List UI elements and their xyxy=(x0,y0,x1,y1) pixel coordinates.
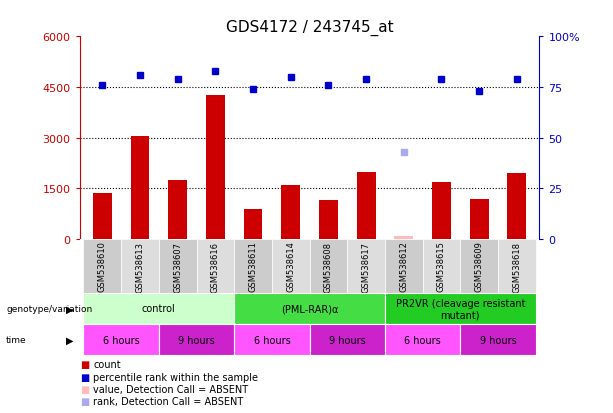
Bar xyxy=(385,293,536,324)
Text: GSM538616: GSM538616 xyxy=(211,241,220,292)
Bar xyxy=(422,240,460,293)
Text: ■: ■ xyxy=(80,359,89,369)
Text: GSM538618: GSM538618 xyxy=(512,241,521,292)
Text: 9 hours: 9 hours xyxy=(178,335,215,345)
Text: 6 hours: 6 hours xyxy=(404,335,441,345)
Bar xyxy=(234,240,272,293)
Text: 6 hours: 6 hours xyxy=(254,335,291,345)
Text: ■: ■ xyxy=(80,384,89,394)
Bar xyxy=(131,137,150,240)
Text: ■: ■ xyxy=(80,396,89,406)
Bar xyxy=(460,240,498,293)
Text: 6 hours: 6 hours xyxy=(103,335,140,345)
Text: ▶: ▶ xyxy=(66,335,74,345)
Bar xyxy=(197,240,234,293)
Bar xyxy=(234,324,310,355)
Bar xyxy=(310,240,347,293)
Text: genotype/variation: genotype/variation xyxy=(6,304,93,313)
Text: GSM538617: GSM538617 xyxy=(362,241,371,292)
Bar xyxy=(83,293,234,324)
Bar xyxy=(319,201,338,240)
Text: GSM538611: GSM538611 xyxy=(248,241,257,292)
Text: 9 hours: 9 hours xyxy=(329,335,365,345)
Text: GSM538613: GSM538613 xyxy=(135,241,145,292)
Bar xyxy=(281,185,300,240)
Text: rank, Detection Call = ABSENT: rank, Detection Call = ABSENT xyxy=(93,396,243,406)
Bar xyxy=(470,199,489,240)
Bar xyxy=(347,240,385,293)
Text: time: time xyxy=(6,335,27,344)
Title: GDS4172 / 243745_at: GDS4172 / 243745_at xyxy=(226,20,394,36)
Bar xyxy=(508,174,526,240)
Bar xyxy=(460,324,536,355)
Text: (PML-RAR)α: (PML-RAR)α xyxy=(281,304,338,314)
Bar xyxy=(432,182,451,240)
Text: count: count xyxy=(93,359,121,369)
Bar xyxy=(385,324,460,355)
Text: percentile rank within the sample: percentile rank within the sample xyxy=(93,372,258,382)
Bar xyxy=(394,237,413,240)
Text: GSM538608: GSM538608 xyxy=(324,241,333,292)
Bar xyxy=(206,96,225,240)
Text: GSM538609: GSM538609 xyxy=(474,241,484,292)
Bar xyxy=(234,293,385,324)
Bar xyxy=(93,194,112,240)
Bar xyxy=(168,180,187,240)
Bar xyxy=(272,240,310,293)
Text: GSM538610: GSM538610 xyxy=(98,241,107,292)
Bar xyxy=(243,209,262,240)
Text: control: control xyxy=(142,304,176,314)
Text: ■: ■ xyxy=(80,372,89,382)
Bar xyxy=(159,240,197,293)
Bar xyxy=(310,324,385,355)
Bar xyxy=(385,240,422,293)
Bar xyxy=(357,172,376,240)
Bar xyxy=(121,240,159,293)
Text: GSM538615: GSM538615 xyxy=(437,241,446,292)
Text: 9 hours: 9 hours xyxy=(479,335,516,345)
Text: ▶: ▶ xyxy=(66,304,74,314)
Bar xyxy=(159,324,234,355)
Text: GSM538614: GSM538614 xyxy=(286,241,295,292)
Bar xyxy=(83,324,159,355)
Text: PR2VR (cleavage resistant
mutant): PR2VR (cleavage resistant mutant) xyxy=(395,298,525,320)
Text: value, Detection Call = ABSENT: value, Detection Call = ABSENT xyxy=(93,384,248,394)
Text: GSM538607: GSM538607 xyxy=(173,241,182,292)
Bar xyxy=(83,240,121,293)
Bar xyxy=(498,240,536,293)
Text: GSM538612: GSM538612 xyxy=(399,241,408,292)
